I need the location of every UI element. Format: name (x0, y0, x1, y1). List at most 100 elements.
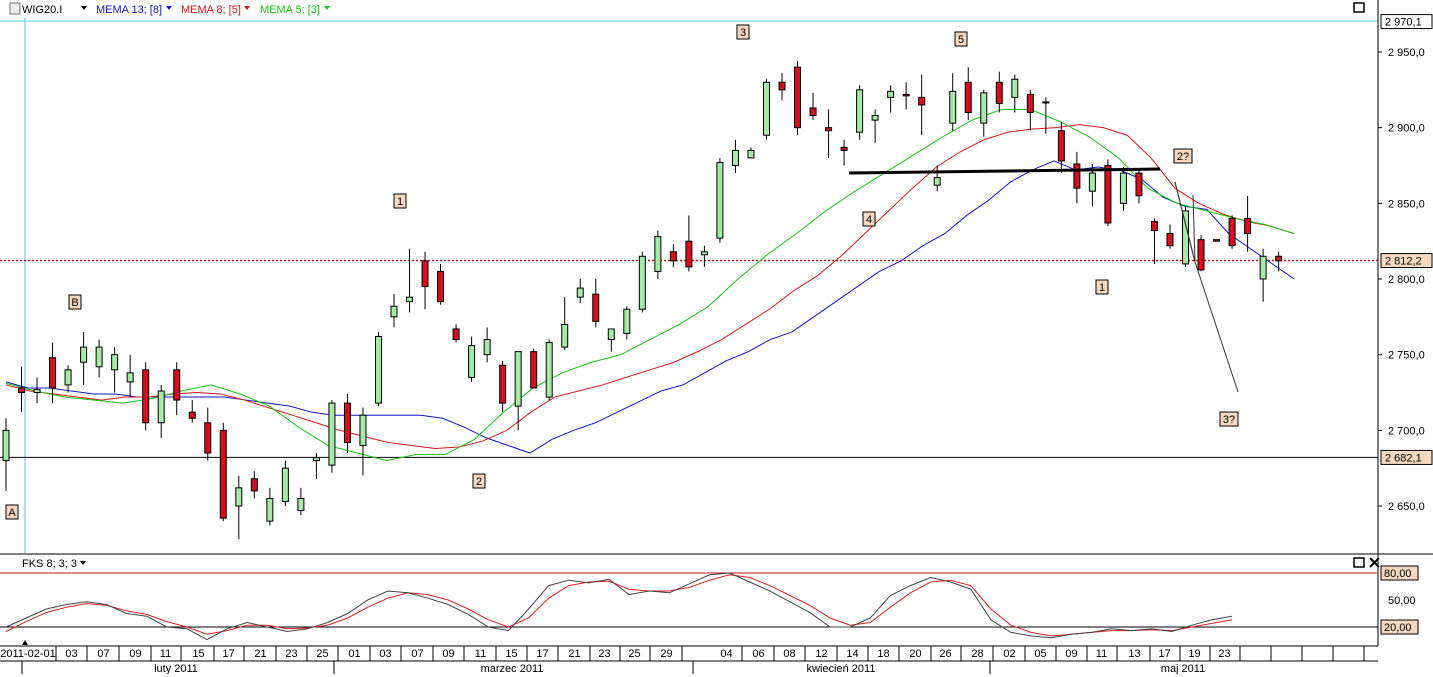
indicator-label-1: MEMA 13; [8] (96, 4, 162, 16)
osc-maximize-icon[interactable] (1353, 557, 1365, 568)
candle (654, 230, 662, 279)
candle-body (654, 236, 662, 272)
osc-close-icon[interactable] (1369, 557, 1380, 568)
date-day-label: 17 (222, 648, 234, 660)
date-day-label: 12 (815, 648, 827, 660)
candle (80, 331, 88, 385)
wave-label-box (736, 24, 750, 40)
candle-body (762, 81, 770, 136)
candle-body (142, 369, 150, 424)
projection-line-2 (1174, 181, 1196, 263)
fks-d-line (5, 574, 1233, 637)
date-day-label: 09 (442, 648, 454, 660)
candle (825, 109, 833, 158)
candle-body (49, 357, 57, 389)
candle-body (188, 411, 196, 419)
candle (235, 475, 243, 540)
indicator-dropdown-icon[interactable] (324, 6, 330, 10)
date-day-label: 2011-02-01 (0, 648, 55, 660)
wave-label-text: 2 (476, 476, 482, 488)
date-day-label: 15 (192, 648, 204, 660)
candle-body (281, 467, 289, 502)
candle (856, 85, 864, 140)
date-axis: 2011-02-01 03 07 09 11 15 17 21 23 25 01 03 07 09 11 15… (0, 640, 1433, 675)
indicator-label-2: MEMA 8; [5] (181, 4, 241, 16)
wave-label-text: 3 (740, 27, 746, 39)
candle (592, 279, 600, 328)
date-day-label: 07 (411, 648, 423, 660)
candle (126, 354, 134, 398)
candle (700, 245, 708, 267)
candle-body (1228, 217, 1236, 247)
osc-marker-label: 80,00 (1384, 568, 1412, 580)
candle (49, 342, 57, 404)
candle (545, 339, 553, 401)
candle-body (685, 240, 693, 268)
candle-body (1057, 130, 1065, 162)
osc-marker-box (1380, 565, 1419, 581)
wave-label-8: 1 (1095, 279, 1109, 295)
date-day-label: 20 (909, 648, 921, 660)
candle-body (856, 89, 864, 133)
candle-body (887, 90, 895, 98)
candle (561, 297, 569, 351)
indicator-dropdown-icon[interactable] (244, 6, 250, 10)
candle (95, 339, 103, 378)
wave-label-text: 3? (1223, 414, 1235, 426)
wave-label-2: B (68, 294, 82, 310)
wave-label-box (862, 211, 876, 227)
candle (281, 460, 289, 506)
candle (111, 347, 119, 393)
price-marker-label: 2 812,2 (1385, 256, 1422, 268)
candle (1150, 218, 1158, 264)
candle (483, 327, 491, 363)
wave-label-text: 1 (397, 196, 403, 208)
date-day-label: 25 (316, 648, 328, 660)
candle-body (297, 497, 305, 512)
date-day-label: 17 (536, 648, 548, 660)
date-day-label: 14 (846, 648, 858, 660)
symbol-label: WIG20.I (22, 4, 62, 16)
candle-body (747, 149, 755, 159)
candle-body (809, 107, 817, 117)
maximize-icon[interactable] (1353, 2, 1365, 13)
candle (173, 362, 181, 416)
mema5-line (5, 109, 1295, 462)
candle (437, 263, 445, 305)
candle-body (483, 339, 491, 356)
candle (669, 244, 677, 267)
price-tick-label: 2 950,0 (1388, 47, 1425, 59)
candle-body (778, 81, 786, 91)
candle (1244, 195, 1252, 252)
candle-body (406, 296, 414, 303)
chart-icon (9, 2, 21, 15)
date-month-label: marzec 2011 (481, 663, 544, 674)
candle-body (1026, 93, 1034, 114)
wave-label-text: 1 (1099, 282, 1105, 294)
candle (607, 328, 615, 352)
candle-body (545, 342, 553, 398)
candle (716, 157, 724, 243)
candle-body (80, 346, 88, 363)
wave-label-box (393, 193, 407, 209)
date-day-label: 09 (1065, 648, 1077, 660)
oscillator-dropdown-icon[interactable] (80, 561, 86, 565)
symbol-dropdown-icon[interactable] (81, 6, 87, 10)
wave-label-5: 3 (736, 24, 750, 40)
indicator-dropdown-icon[interactable] (166, 6, 172, 10)
candle (142, 362, 150, 431)
candle-body (33, 388, 41, 393)
date-day-label: 02 (1003, 648, 1015, 660)
candle-body (1182, 210, 1190, 265)
candle (887, 85, 895, 113)
candle-body (871, 115, 879, 121)
candle (250, 471, 258, 499)
candle (1259, 248, 1267, 302)
candle (514, 351, 522, 431)
candle-body (421, 260, 429, 288)
candle (374, 331, 382, 407)
candle-body (157, 390, 165, 424)
candle (421, 251, 429, 310)
